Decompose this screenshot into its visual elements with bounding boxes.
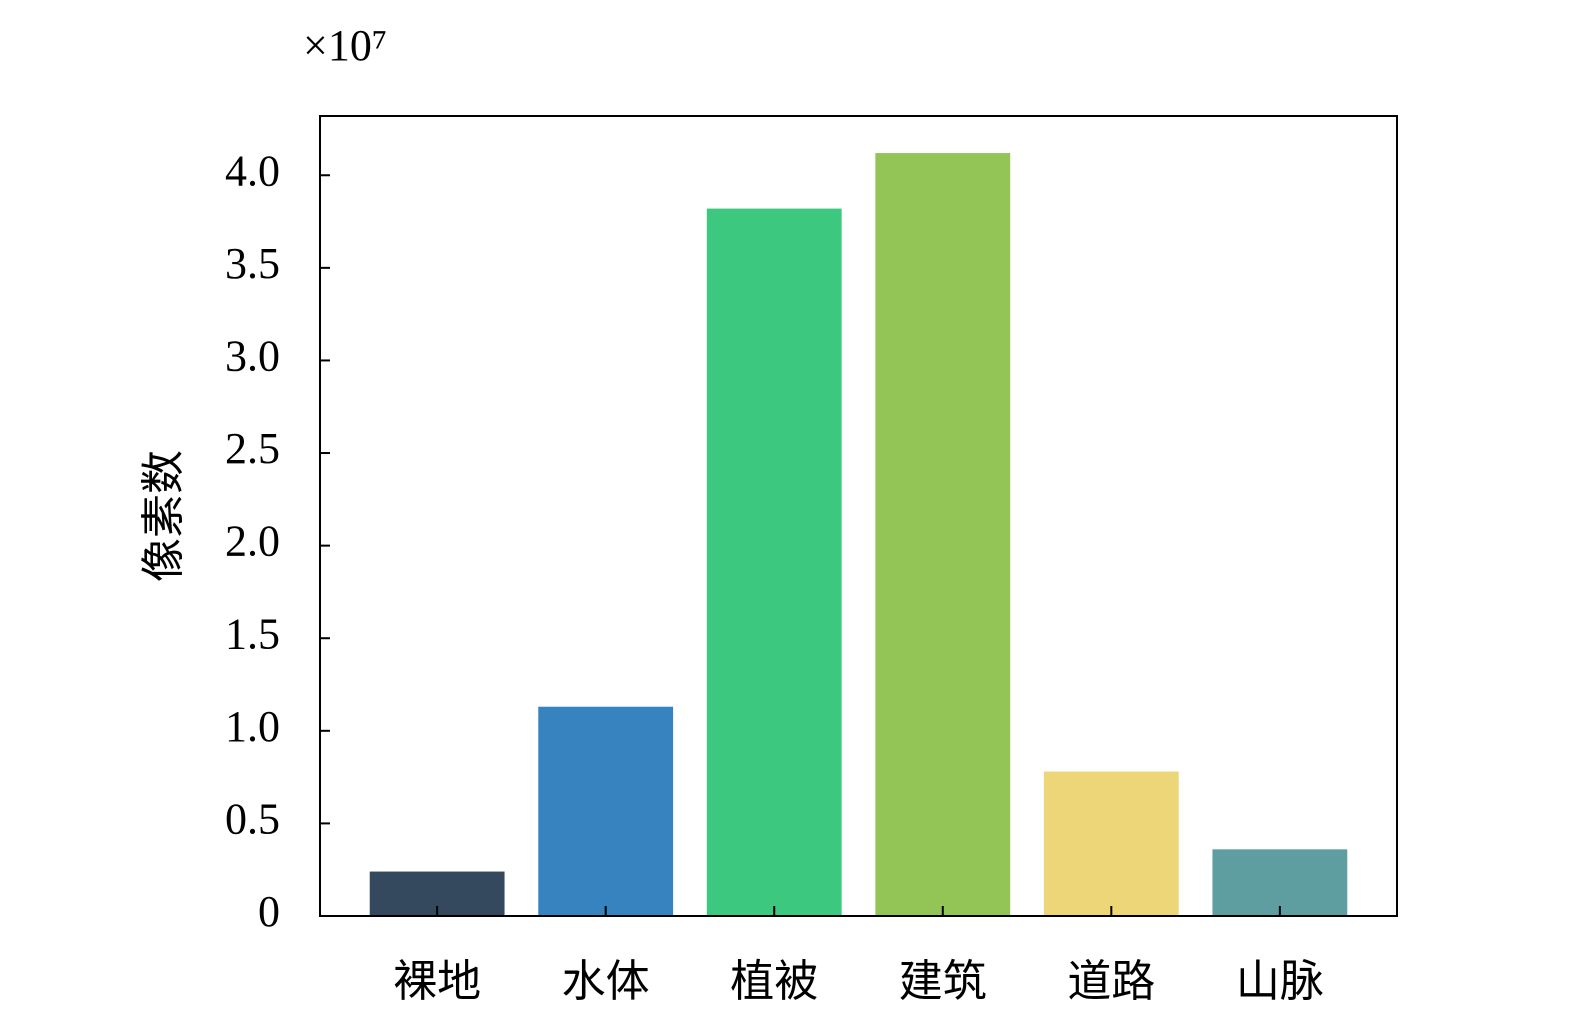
y-tick-label: 0 <box>258 887 280 936</box>
x-tick-label: 建筑 <box>899 957 987 1006</box>
y-tick-label: 3.5 <box>225 239 280 288</box>
y-tick-label: 1.0 <box>225 702 280 751</box>
bar <box>1043 771 1179 916</box>
y-offset-text: ×10⁷ <box>303 21 387 70</box>
x-tick-label: 水体 <box>562 957 650 1006</box>
x-tick-label: 道路 <box>1067 957 1155 1006</box>
bar <box>538 706 674 916</box>
bar <box>706 208 842 916</box>
y-tick-label: 4.0 <box>225 146 280 195</box>
plot-frame <box>319 115 1398 917</box>
y-tick-label: 0.5 <box>225 795 280 844</box>
y-axis-label: 像素数 <box>139 450 188 582</box>
x-tick-label: 植被 <box>730 957 818 1006</box>
bar <box>1212 849 1348 916</box>
x-tick-label: 裸地 <box>393 957 481 1006</box>
y-tick-label: 2.5 <box>225 424 280 473</box>
x-tick-label: 山脉 <box>1236 957 1324 1006</box>
y-tick-label: 2.0 <box>225 517 280 566</box>
y-tick-label: 1.5 <box>225 609 280 658</box>
y-tick-label: 3.0 <box>225 332 280 381</box>
bar <box>875 153 1011 916</box>
